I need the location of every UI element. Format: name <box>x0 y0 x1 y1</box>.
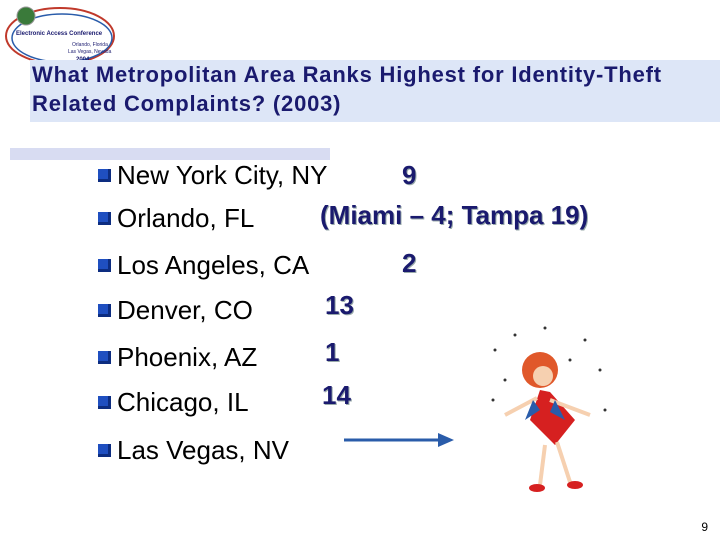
city: Los Angeles, CA <box>117 250 310 280</box>
list-item: Phoenix, AZ <box>98 342 257 372</box>
page-number: 9 <box>701 520 708 534</box>
bullet <box>98 259 111 272</box>
bullet <box>98 212 111 225</box>
city: Las Vegas, NV <box>117 435 289 465</box>
list-item: Las Vegas, NV <box>98 435 289 465</box>
bullet <box>98 396 111 409</box>
city: Chicago, IL <box>117 387 249 417</box>
arrow <box>344 433 454 447</box>
bullet <box>98 444 111 457</box>
rank: (Miami – 4; Tampa 19) <box>320 200 589 230</box>
city: Denver, CO <box>117 295 253 325</box>
logo-name: Electronic Access Conference <box>16 31 103 37</box>
title: What Metropolitan Area Ranks Highest for… <box>32 62 662 116</box>
logo-line: Las Vegas, Nevada <box>68 49 112 55</box>
rank: 13 <box>325 290 354 320</box>
list-item: Denver, CO <box>98 295 253 325</box>
rank: 14 <box>322 380 351 410</box>
rank: 9 <box>402 160 417 190</box>
city: New York City, NY <box>117 160 328 190</box>
rank: 2 <box>402 248 417 278</box>
bullet <box>98 304 111 317</box>
bullet <box>98 351 111 364</box>
list-item: Chicago, IL <box>98 387 249 417</box>
city: Phoenix, AZ <box>117 342 258 372</box>
title-band <box>30 60 720 122</box>
title-underline <box>10 148 330 160</box>
list-item: Los Angeles, CA <box>98 250 309 280</box>
bullet <box>98 169 111 182</box>
city: Orlando, FL <box>117 203 255 233</box>
list-item: New York City, NY <box>98 160 327 190</box>
logo-line: Orlando, Florida <box>72 42 108 48</box>
list-item: Orlando, FL <box>98 203 254 233</box>
rank: 1 <box>325 337 340 367</box>
cartoon-woman <box>491 326 607 492</box>
